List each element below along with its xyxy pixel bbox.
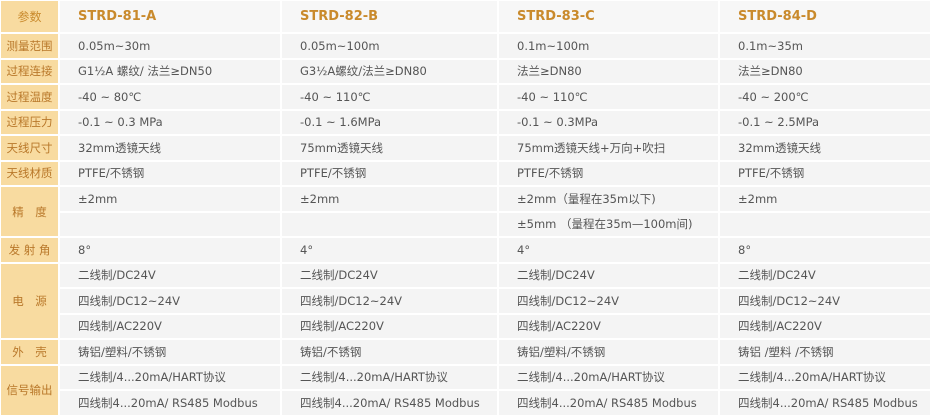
spec-cell: -40 ~ 80℃ [60,85,280,109]
spec-cell [282,212,497,236]
param-label: 天线材质 [1,161,58,185]
spec-cell: ±2mm [60,187,280,211]
spec-row: 过程压力 -0.1 ~ 0.3 MPa -0.1 ~ 1.6MPa -0.1 ~ 0.… [1,110,930,134]
spec-row: 过程连接 G1½A 螺纹/ 法兰≥DN50 G3½A螺纹/法兰≥DN80 法兰≥DN8… [1,59,930,83]
spec-cell: -0.1 ~ 0.3 MPa [60,110,280,134]
spec-row: 四线制/DC12~24V 四线制/DC12~24V 四线制/DC12~24V 四线制/… [1,289,930,313]
spec-cell: 二线制/4...20mA/HART协议 [282,365,497,389]
spec-cell: G1½A 螺纹/ 法兰≥DN50 [60,59,280,83]
spec-cell: -40 ~ 110℃ [282,85,497,109]
spec-row: 天线材质 PTFE/不锈钢 PTFE/不锈钢 PTFE/不锈钢 PTFE/不锈钢 [1,161,930,185]
spec-row: ±5mm （量程在35m—100m间) [1,212,930,236]
header-row: 参数 STRD-81-A STRD-82-B STRD-83-C STRD-84… [1,1,930,32]
spec-cell: 四线制/AC220V [720,314,930,338]
spec-row: 四线制/AC220V 四线制/AC220V 四线制/AC220V 四线制/AC220V [1,314,930,338]
spec-cell: 0.1m~100m [499,34,718,58]
spec-cell: -0.1 ~ 1.6MPa [282,110,497,134]
model-header: STRD-84-D [720,1,930,32]
model-header: STRD-83-C [499,1,718,32]
spec-cell: -0.1 ~ 2.5MPa [720,110,930,134]
spec-row: 发 射 角 8° 4° 4° 8° [1,238,930,262]
spec-cell: 4° [282,238,497,262]
spec-row: 电 源二线制/DC24V 二线制/DC24V 二线制/DC24V 二线制/DC24V [1,263,930,338]
spec-cell: 四线制/DC12~24V [282,289,497,313]
spec-row: 精 度 ±2mm ±2mm ±2mm（量程在35m以下) ±2mm [1,187,930,236]
spec-cell: 0.05m~100m [282,34,497,58]
spec-cell: 四线制4...20mA/ RS485 Modbus [720,391,930,415]
spec-cell: 四线制/DC12~24V [720,289,930,313]
spec-cell: 四线制/AC220V [282,314,497,338]
spec-cell: 二线制/DC24V [282,263,497,287]
param-label: 信号输出 [1,365,58,415]
param-label: 外 壳 [1,340,58,364]
spec-cell: 法兰≥DN80 [499,59,718,83]
spec-cell: 法兰≥DN80 [720,59,930,83]
spec-cell: 二线制/4...20mA/HART协议 [720,365,930,389]
spec-cell: 二线制/DC24V [60,263,280,287]
spec-cell: 铸铝 /塑料 /不锈钢 [720,340,930,364]
spec-cell: -40 ~ 110℃ [499,85,718,109]
spec-cell: 8° [60,238,280,262]
spec-cell: 二线制/4...20mA/HART协议 [499,365,718,389]
param-label: 过程温度 [1,85,58,109]
spec-row: 四线制4...20mA/ RS485 Modbus 四线制4...20mA/ RS… [1,391,930,415]
spec-cell [720,212,930,236]
spec-row: 天线尺寸 32mm透镜天线 75mm透镜天线 75mm透镜天线+万向+吹扫 32mm透镜… [1,136,930,160]
param-label: 过程压力 [1,110,58,134]
model-header: STRD-81-A [60,1,280,32]
spec-cell: 二线制/DC24V [720,263,930,287]
spec-cell: 75mm透镜天线 [282,136,497,160]
spec-cell: 铸铝/塑料/不锈钢 [60,340,280,364]
spec-row: 信号输出 二线制/4...20mA/HART协议 二线制/4...20mA/HART… [1,365,930,415]
spec-cell: ±2mm [282,187,497,211]
spec-row: 测量范围 0.05m~30m 0.05m~100m 0.1m~100m 0.1m~35m [1,34,930,58]
spec-cell: 四线制/AC220V [60,314,280,338]
spec-cell: 75mm透镜天线+万向+吹扫 [499,136,718,160]
spec-cell: ±2mm [720,187,930,211]
spec-cell: 四线制/AC220V [499,314,718,338]
spec-cell: G3½A螺纹/法兰≥DN80 [282,59,497,83]
spec-cell: -40 ~ 200℃ [720,85,930,109]
model-header: STRD-82-B [282,1,497,32]
param-label: 精 度 [1,187,58,236]
spec-cell: 32mm透镜天线 [720,136,930,160]
spec-cell: PTFE/不锈钢 [282,161,497,185]
spec-cell: PTFE/不锈钢 [60,161,280,185]
spec-cell: 0.1m~35m [720,34,930,58]
spec-cell: 四线制/DC12~24V [499,289,718,313]
param-header: 参数 [1,1,58,32]
spec-cell: 四线制4...20mA/ RS485 Modbus [499,391,718,415]
spec-cell: 二线制/DC24V [499,263,718,287]
spec-cell: 二线制/4...20mA/HART协议 [60,365,280,389]
spec-cell: 铸铝/不锈钢 [282,340,497,364]
spec-cell: 8° [720,238,930,262]
spec-row: 外 壳铸铝/塑料/不锈钢 铸铝/不锈钢 铸铝/塑料/不锈钢 铸铝 /塑料 /不锈钢 [1,340,930,364]
spec-cell [60,212,280,236]
spec-cell: PTFE/不锈钢 [720,161,930,185]
param-label: 过程连接 [1,59,58,83]
spec-cell: 铸铝/塑料/不锈钢 [499,340,718,364]
spec-cell: 32mm透镜天线 [60,136,280,160]
spec-cell: 4° [499,238,718,262]
spec-cell: 四线制4...20mA/ RS485 Modbus [60,391,280,415]
spec-cell: ±5mm （量程在35m—100m间) [499,212,718,236]
param-label: 电 源 [1,263,58,338]
spec-row: 过程温度 -40 ~ 80℃ -40 ~ 110℃ -40 ~ 110℃ -40 ~ 2… [1,85,930,109]
param-label: 发 射 角 [1,238,58,262]
spec-cell: ±2mm（量程在35m以下) [499,187,718,211]
spec-cell: -0.1 ~ 0.3MPa [499,110,718,134]
spec-cell: 四线制/DC12~24V [60,289,280,313]
spec-cell: 四线制4...20mA/ RS485 Modbus [282,391,497,415]
spec-cell: 0.05m~30m [60,34,280,58]
param-label: 测量范围 [1,34,58,58]
param-label: 天线尺寸 [1,136,58,160]
spec-cell: PTFE/不锈钢 [499,161,718,185]
